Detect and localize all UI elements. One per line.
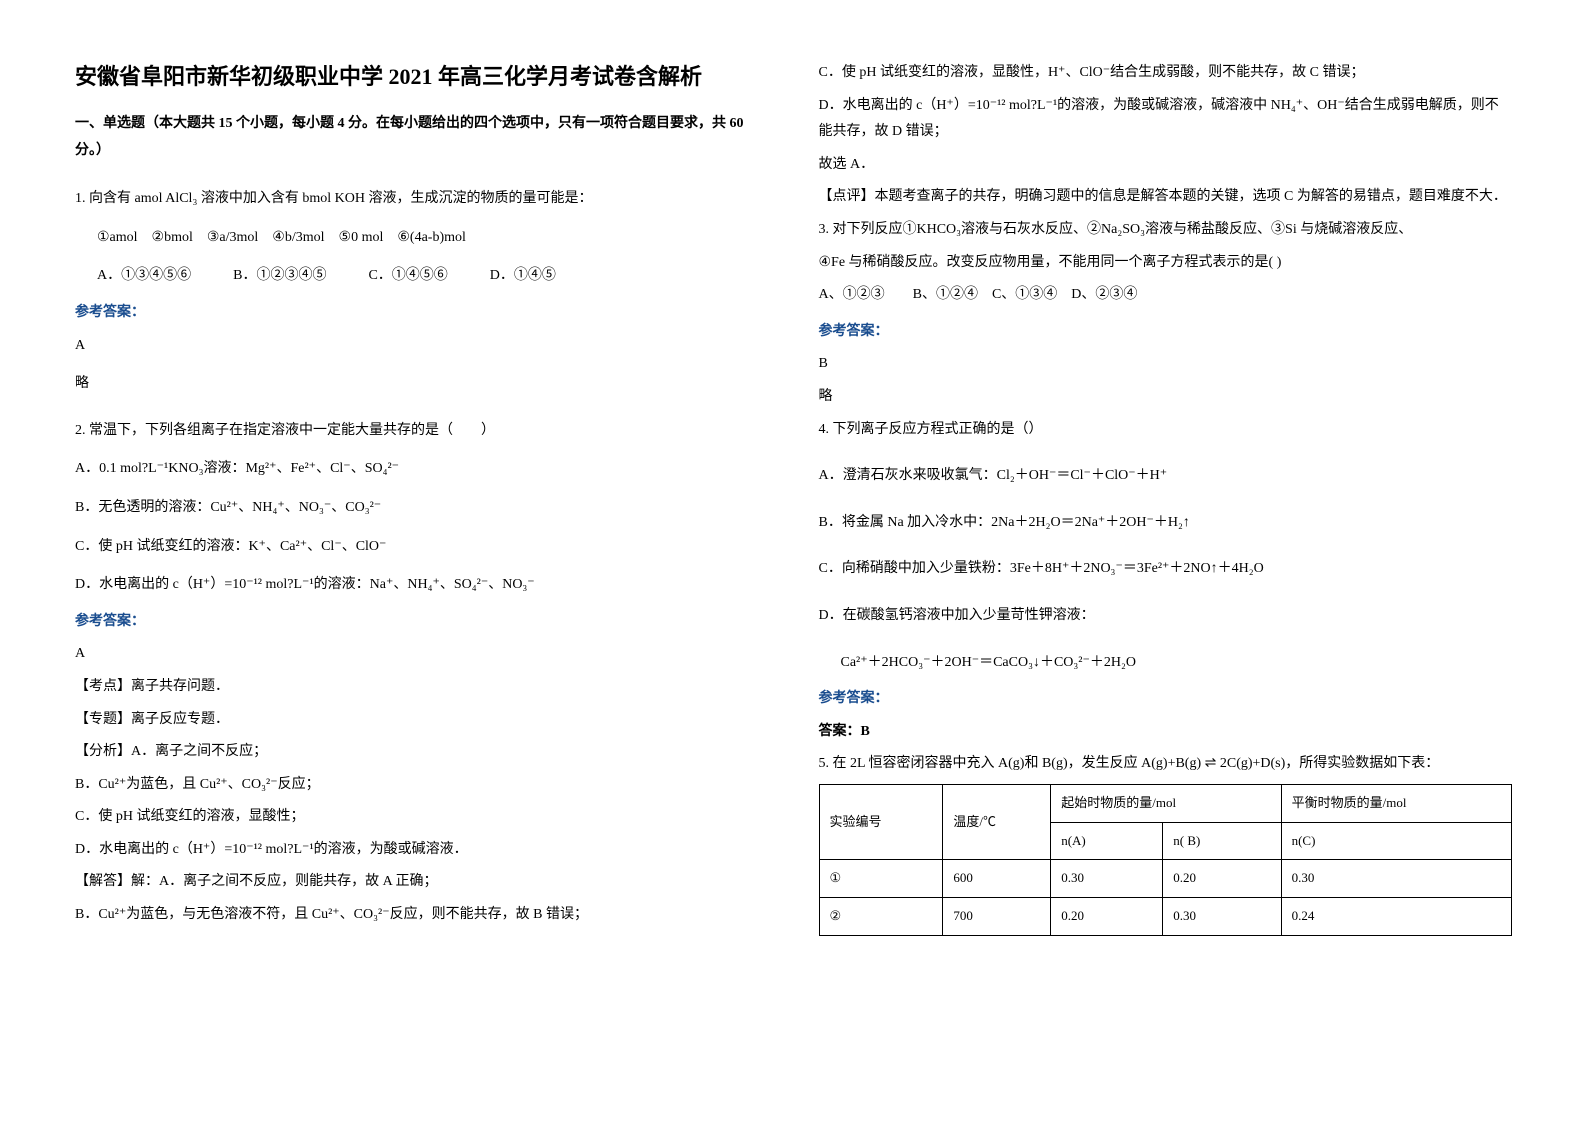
th-nB: n( B) bbox=[1163, 822, 1281, 860]
q1-answer-label: 参考答案： bbox=[75, 300, 769, 327]
q2-comment: 【点评】本题考查离子的共存，明确习题中的信息是解答本题的关键，选项 C 为解答的… bbox=[819, 184, 1513, 211]
q2-solve-c: C．使 pH 试纸变红的溶液，显酸性，H⁺、ClO⁻结合生成弱酸，则不能共存，故… bbox=[819, 60, 1513, 87]
q2-solve-a: 【解答】解：A．离子之间不反应，则能共存，故 A 正确； bbox=[75, 869, 769, 896]
q2-optB: B．无色透明的溶液：Cu²⁺、NH₄⁺、NO₃⁻、CO₃²⁻ bbox=[75, 495, 769, 522]
q3-stem2: ④Fe 与稀硝酸反应。改变反应物用量，不能用同一个离子方程式表示的是( ) bbox=[819, 250, 1513, 277]
q2-topic: 【专题】离子反应专题． bbox=[75, 707, 769, 734]
th-temp: 温度/℃ bbox=[943, 784, 1051, 859]
th-equilibrium: 平衡时物质的量/mol bbox=[1281, 784, 1511, 822]
table-row: ② 700 0.20 0.30 0.24 bbox=[819, 897, 1512, 935]
right-column: C．使 pH 试纸变红的溶液，显酸性，H⁺、ClO⁻结合生成弱酸，则不能共存，故… bbox=[794, 60, 1538, 1092]
q4-optD: D．在碳酸氢钙溶液中加入少量苛性钾溶液： bbox=[819, 603, 1513, 630]
cell-nA: 0.30 bbox=[1051, 860, 1163, 898]
cell-nB: 0.30 bbox=[1163, 897, 1281, 935]
cell-nB: 0.20 bbox=[1163, 860, 1281, 898]
th-exp-id: 实验编号 bbox=[819, 784, 943, 859]
q2-analysis-c: C．使 pH 试纸变红的溶液，显酸性； bbox=[75, 804, 769, 831]
q2-analysis-d: D．水电离出的 c（H⁺）=10⁻¹² mol?L⁻¹的溶液，为酸或碱溶液． bbox=[75, 837, 769, 864]
q2-solve-d: D．水电离出的 c（H⁺）=10⁻¹² mol?L⁻¹的溶液，为酸或碱溶液，碱溶… bbox=[819, 93, 1513, 146]
cell-temp: 700 bbox=[943, 897, 1051, 935]
q2-analysis-b: B．Cu²⁺为蓝色，且 Cu²⁺、CO₃²⁻反应； bbox=[75, 772, 769, 799]
q2-optD: D．水电离出的 c（H⁺）=10⁻¹² mol?L⁻¹的溶液：Na⁺、NH₄⁺、… bbox=[75, 572, 769, 599]
q1-choices: ①amol ②bmol ③a/3mol ④b/3mol ⑤0 mol ⑥(4a-… bbox=[75, 225, 769, 252]
th-nC: n(C) bbox=[1281, 822, 1511, 860]
q2-analysis-a: 【分析】A．离子之间不反应； bbox=[75, 739, 769, 766]
cell-nA: 0.20 bbox=[1051, 897, 1163, 935]
q4-optC: C．向稀硝酸中加入少量铁粉：3Fe＋8H⁺＋2NO₃⁻＝3Fe²⁺＋2NO↑＋4… bbox=[819, 556, 1513, 583]
q4-optB: B．将金属 Na 加入冷水中：2Na＋2H₂O＝2Na⁺＋2OH⁻＋H₂↑ bbox=[819, 510, 1513, 537]
q2-answer: A bbox=[75, 641, 769, 668]
q2-optA: A．0.1 mol?L⁻¹KNO₃溶液：Mg²⁺、Fe²⁺、Cl⁻、SO₄²⁻ bbox=[75, 456, 769, 483]
q1-stem: 1. 向含有 amol AlCl₃ 溶液中加入含有 bmol KOH 溶液，生成… bbox=[75, 186, 769, 213]
q2-so: 故选 A． bbox=[819, 152, 1513, 179]
q5-stem: 5. 在 2L 恒容密闭容器中充入 A(g)和 B(g)，发生反应 A(g)+B… bbox=[819, 751, 1513, 778]
cell-nC: 0.24 bbox=[1281, 897, 1511, 935]
cell-id: ① bbox=[819, 860, 943, 898]
q3-answer-label: 参考答案： bbox=[819, 319, 1513, 346]
q3-answer: B bbox=[819, 351, 1513, 378]
q1-options: A．①③④⑤⑥ B．①②③④⑤ C．①④⑤⑥ D．①④⑤ bbox=[75, 263, 769, 290]
q1-answer: A bbox=[75, 333, 769, 360]
q3-brief: 略 bbox=[819, 384, 1513, 411]
q2-solve-b: B．Cu²⁺为蓝色，与无色溶液不符，且 Cu²⁺、CO₃²⁻反应，则不能共存，故… bbox=[75, 902, 769, 929]
q4-answer-label: 参考答案： bbox=[819, 686, 1513, 713]
q4-optA: A．澄清石灰水来吸收氯气：Cl₂＋OH⁻＝Cl⁻＋ClO⁻＋H⁺ bbox=[819, 463, 1513, 490]
q4-optD2: Ca²⁺＋2HCO₃⁻＋2OH⁻＝CaCO₃↓＋CO₃²⁻＋2H₂O bbox=[819, 650, 1513, 677]
cell-id: ② bbox=[819, 897, 943, 935]
th-initial: 起始时物质的量/mol bbox=[1051, 784, 1281, 822]
q4-answer-line: 答案：B bbox=[819, 719, 1513, 746]
q3-options: A、①②③ B、①②④ C、①③④ D、②③④ bbox=[819, 282, 1513, 309]
section-1-header: 一、单选题（本大题共 15 个小题，每小题 4 分。在每小题给出的四个选项中，只… bbox=[75, 111, 769, 164]
table-header-row: 实验编号 温度/℃ 起始时物质的量/mol 平衡时物质的量/mol bbox=[819, 784, 1512, 822]
q2-optC: C．使 pH 试纸变红的溶液：K⁺、Ca²⁺、Cl⁻、ClO⁻ bbox=[75, 534, 769, 561]
cell-nC: 0.30 bbox=[1281, 860, 1511, 898]
q2-answer-label: 参考答案： bbox=[75, 609, 769, 636]
q5-table: 实验编号 温度/℃ 起始时物质的量/mol 平衡时物质的量/mol n(A) n… bbox=[819, 784, 1513, 936]
document-title: 安徽省阜阳市新华初级职业中学 2021 年高三化学月考试卷含解析 bbox=[75, 60, 769, 93]
table-row: ① 600 0.30 0.20 0.30 bbox=[819, 860, 1512, 898]
th-nA: n(A) bbox=[1051, 822, 1163, 860]
q4-stem: 4. 下列离子反应方程式正确的是（） bbox=[819, 417, 1513, 444]
q2-stem: 2. 常温下，下列各组离子在指定溶液中一定能大量共存的是（ ） bbox=[75, 418, 769, 445]
left-column: 安徽省阜阳市新华初级职业中学 2021 年高三化学月考试卷含解析 一、单选题（本… bbox=[50, 60, 794, 1092]
q3-stem1: 3. 对下列反应①KHCO₃溶液与石灰水反应、②Na₂SO₃溶液与稀盐酸反应、③… bbox=[819, 217, 1513, 244]
cell-temp: 600 bbox=[943, 860, 1051, 898]
q2-exam-point: 【考点】离子共存问题． bbox=[75, 674, 769, 701]
q1-brief: 略 bbox=[75, 371, 769, 398]
